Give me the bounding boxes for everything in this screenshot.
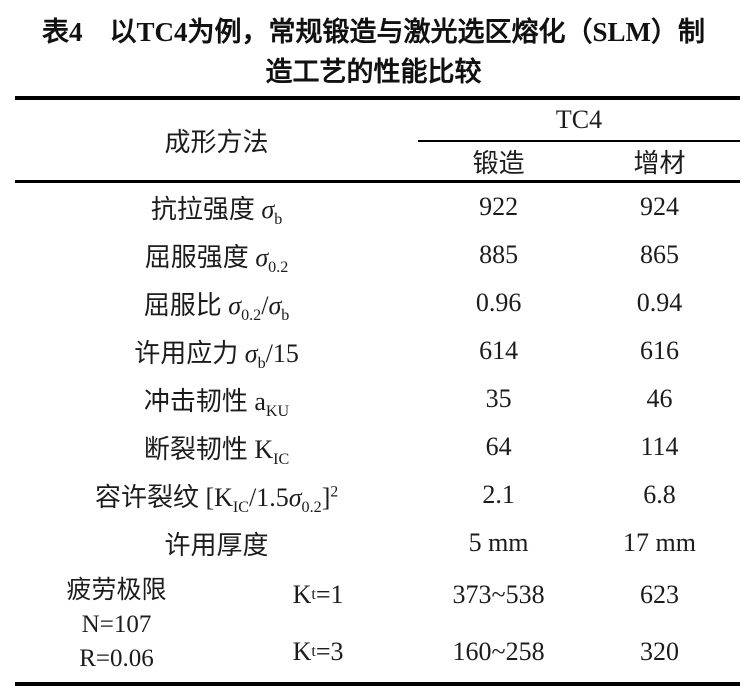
fatigue-condition-line: N=107 [81, 610, 152, 638]
fatigue-forging-column: 373~538 160~258 [418, 567, 579, 682]
forging-value: 160~258 [452, 637, 545, 666]
additive-value: 320 [640, 637, 679, 666]
additive-value: 46 [646, 384, 673, 413]
row-label: 断裂韧性 KIC [143, 434, 290, 468]
forging-value: 885 [479, 240, 519, 269]
forging-value: 64 [485, 432, 512, 461]
tc4-group: TC4 锻造 增材 [418, 100, 740, 180]
table-row: 抗拉强度 σb 922 924 [15, 183, 740, 231]
additive-value: 6.8 [643, 480, 676, 509]
additive-value: 0.94 [636, 288, 683, 317]
forging-value: 922 [479, 192, 519, 221]
fatigue-condition-line: R=0.06 [79, 644, 154, 672]
table-title-line-1: 表4 以TC4为例，常规锻造与激光选区熔化（SLM）制 [41, 17, 705, 47]
forming-method-header: 成形方法 [164, 127, 269, 157]
table-row: 断裂韧性 KIC 64 114 [15, 423, 740, 471]
row-label: 冲击韧性 aKU [143, 386, 290, 420]
fatigue-condition-label: 疲劳极限 N=107 R=0.06 [15, 567, 218, 682]
table-row: 屈服比 σ0.2/σb 0.96 0.94 [15, 279, 740, 327]
forging-value: 614 [479, 336, 519, 365]
forging-value: 5 mm [468, 528, 529, 557]
table-row: 容许裂纹 [KIC/1.5σ0.2]2 2.1 6.8 [15, 471, 740, 519]
additive-value: 616 [640, 336, 679, 365]
fatigue-additive-column: 623 320 [579, 567, 740, 682]
additive-value: 924 [640, 192, 679, 221]
table-title: 表4 以TC4为例，常规锻造与激光选区熔化（SLM）制 造工艺的性能比较 [0, 0, 747, 92]
row-label: 屈服比 σ0.2/σb [143, 290, 290, 324]
forging-value: 2.1 [482, 480, 515, 509]
header-row: 成形方法 TC4 锻造 增材 [15, 100, 740, 180]
additive-value: 623 [640, 579, 679, 609]
sub-header-row: 锻造 增材 [418, 142, 740, 180]
table-title-line-2: 造工艺的性能比较 [265, 57, 482, 87]
row-label: 抗拉强度 σb [150, 194, 283, 228]
row-label: 屈服强度 σ0.2 [144, 242, 289, 276]
row-label: 许用厚度 [164, 530, 269, 560]
forging-value: 35 [485, 384, 512, 413]
table-row: 许用厚度 5 mm 17 mm [15, 519, 740, 567]
table-body: 抗拉强度 σb 922 924 屈服强度 σ0.2 885 865 屈服比 σ0.2/σb 0… [15, 183, 740, 567]
forging-value: 0.96 [475, 288, 522, 317]
additive-column-header: 增材 [633, 148, 686, 178]
additive-value: 114 [640, 432, 679, 461]
row-label: 许用应力 σb/15 [134, 338, 299, 372]
forging-value: 373~538 [452, 579, 545, 609]
table-row: 冲击韧性 aKU 35 46 [15, 375, 740, 423]
tc4-group-header: TC4 [555, 105, 603, 134]
header-bottom-rule [15, 180, 740, 183]
fatigue-condition-line: 疲劳极限 [66, 576, 167, 604]
table-row: 许用应力 σb/15 614 616 [15, 327, 740, 375]
forging-column-header: 锻造 [472, 148, 525, 178]
bottom-rule [15, 682, 740, 686]
row-label: 容许裂纹 [KIC/1.5σ0.2]2 [94, 482, 339, 516]
data-table: 成形方法 TC4 锻造 增材 抗拉强度 σb 922 924 屈服强度 σ0.2 885… [15, 96, 740, 686]
top-rule [15, 96, 740, 100]
additive-value: 17 mm [623, 528, 696, 557]
additive-value: 865 [640, 240, 679, 269]
table-row: 屈服强度 σ0.2 885 865 [15, 231, 740, 279]
tc4-spanner-rule [418, 140, 740, 142]
